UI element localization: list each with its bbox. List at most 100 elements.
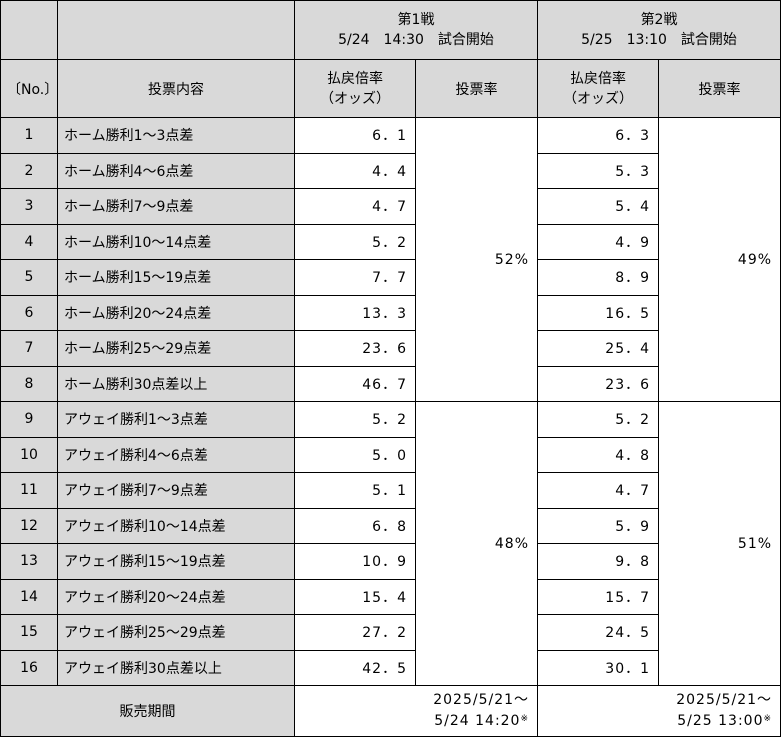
- row-content: アウェイ勝利7～9点差: [57, 472, 295, 509]
- sales-period-row: 販売期間 2025/5/21～ 5/24 14:20※ 2025/5/21～ 5/25 …: [0, 685, 781, 737]
- game2-sales-period: 2025/5/21～ 5/25 13:00※: [537, 685, 781, 737]
- row-number: 10: [0, 436, 58, 473]
- note-mark: ※: [520, 714, 530, 724]
- row-content: アウェイ勝利15～19点差: [57, 543, 295, 580]
- no-header: 〔No.〕: [0, 59, 58, 118]
- row-number: 4: [0, 223, 58, 260]
- game1-odds: 5．2: [294, 223, 416, 260]
- row-content: ホーム勝利30点差以上: [57, 365, 295, 402]
- game2-odds: 23．6: [537, 365, 660, 402]
- game1-odds: 13．3: [294, 294, 416, 331]
- row-number: 7: [0, 330, 58, 367]
- table-row: 2 ホーム勝利4～6点差 4．4 5．3: [0, 152, 781, 189]
- row-content: アウェイ勝利4～6点差: [57, 436, 295, 473]
- row-content: ホーム勝利15～19点差: [57, 259, 295, 296]
- game2-odds: 5．2: [537, 401, 660, 438]
- table-row: 6 ホーム勝利20～24点差 13．3 16．5: [0, 294, 781, 331]
- row-content: ホーム勝利20～24点差: [57, 294, 295, 331]
- odds-label-line2: （オッズ）: [563, 90, 634, 107]
- game2-odds: 15．7: [537, 578, 660, 615]
- game2-sales-end-text: 5/25 13:00: [677, 713, 764, 729]
- row-content: アウェイ勝利25～29点差: [57, 614, 295, 651]
- game1-odds: 10．9: [294, 543, 416, 580]
- table-row: 11 アウェイ勝利7～9点差 5．1 4．7: [0, 472, 781, 509]
- game1-odds: 23．6: [294, 330, 416, 367]
- game1-sales-start: 2025/5/21～: [433, 692, 530, 708]
- row-number: 13: [0, 543, 58, 580]
- table-row: 13 アウェイ勝利15～19点差 10．9 9．8: [0, 543, 781, 580]
- game1-odds: 7．7: [294, 259, 416, 296]
- row-content: アウェイ勝利10～14点差: [57, 507, 295, 544]
- table-row: 3 ホーム勝利7～9点差 4．7 5．4: [0, 188, 781, 225]
- odds-label-line1: 払戻倍率: [327, 70, 383, 87]
- game2-odds: 5．4: [537, 188, 660, 225]
- game1-odds: 4．4: [294, 152, 416, 189]
- game1-odds: 5．1: [294, 472, 416, 509]
- header-blank-no: [0, 0, 58, 60]
- game1-time: 5/24 14:30 試合開始: [338, 32, 494, 48]
- game2-vote-rate-home: 49%: [658, 117, 781, 402]
- game1-sales-period: 2025/5/21～ 5/24 14:20※: [293, 685, 539, 737]
- row-number: 11: [0, 472, 58, 509]
- odds-label-line1: 払戻倍率: [570, 70, 627, 87]
- game2-odds: 8．9: [537, 259, 660, 296]
- sales-period-label: 販売期間: [0, 685, 295, 737]
- row-number: 9: [0, 401, 58, 438]
- table-row: 7 ホーム勝利25～29点差 23．6 25．4: [0, 330, 781, 367]
- game1-vote-rate-away: 48%: [414, 401, 539, 686]
- game1-sales-end-text: 5/24 14:20: [434, 713, 521, 729]
- game2-odds: 6．3: [537, 117, 660, 154]
- row-number: 3: [0, 188, 58, 225]
- game2-odds: 16．5: [537, 294, 660, 331]
- game1-odds: 46．7: [294, 365, 416, 402]
- row-number: 14: [0, 578, 58, 615]
- game1-odds: 6．8: [294, 507, 416, 544]
- game2-sales-end: 5/25 13:00※: [544, 711, 772, 732]
- row-content: ホーム勝利25～29点差: [57, 330, 295, 367]
- header-row-columns: 〔No.〕 投票内容 払戻倍率 （オッズ） 投票率 払戻倍率 （オッズ） 投票率: [0, 59, 781, 118]
- game2-title: 第2戦: [640, 12, 678, 28]
- content-header: 投票内容: [57, 59, 295, 118]
- table-row: 8 ホーム勝利30点差以上 46．7 23．6: [0, 365, 781, 402]
- game2-odds: 4．9: [537, 223, 660, 260]
- game1-header: 第1戦 5/24 14:30 試合開始: [293, 0, 539, 60]
- row-number: 5: [0, 259, 58, 296]
- header-blank-content: [57, 0, 295, 60]
- game1-vote-rate-home: 52%: [414, 117, 539, 402]
- game2-odds: 9．8: [537, 543, 660, 580]
- row-content: ホーム勝利10～14点差: [57, 223, 295, 260]
- row-content: ホーム勝利1～3点差: [57, 117, 295, 154]
- game1-odds-header: 払戻倍率 （オッズ）: [294, 59, 416, 118]
- game2-odds: 24．5: [537, 614, 660, 651]
- game1-odds: 5．2: [294, 401, 416, 438]
- note-mark: ※: [763, 714, 773, 724]
- game1-odds: 15．4: [294, 578, 416, 615]
- game1-vote-rate-header: 投票率: [414, 59, 539, 118]
- game1-odds: 4．7: [294, 188, 416, 225]
- row-number: 1: [0, 117, 58, 154]
- table-row: 12 アウェイ勝利10～14点差 6．8 5．9: [0, 507, 781, 544]
- row-content: アウェイ勝利30点差以上: [57, 649, 295, 686]
- table-row: 1 ホーム勝利1～3点差 6．1 52% 6．3 49%: [0, 117, 781, 402]
- game2-odds: 25．4: [537, 330, 660, 367]
- row-number: 12: [0, 507, 58, 544]
- table-row: 9 アウェイ勝利1～3点差 5．2 48% 5．2 51%: [0, 401, 781, 686]
- game1-odds: 27．2: [294, 614, 416, 651]
- row-content: ホーム勝利7～9点差: [57, 188, 295, 225]
- game2-vote-rate-away: 51%: [658, 401, 781, 686]
- row-number: 8: [0, 365, 58, 402]
- row-number: 6: [0, 294, 58, 331]
- game2-odds-header: 払戻倍率 （オッズ）: [537, 59, 660, 118]
- game2-header: 第2戦 5/25 13:10 試合開始: [537, 0, 781, 60]
- game2-odds: 30．1: [537, 649, 660, 686]
- game1-odds: 5．0: [294, 436, 416, 473]
- row-content: アウェイ勝利1～3点差: [57, 401, 295, 438]
- game2-odds: 5．3: [537, 152, 660, 189]
- game1-title: 第1戦: [397, 12, 435, 28]
- game1-odds: 42．5: [294, 649, 416, 686]
- game2-vote-rate-header: 投票率: [658, 59, 781, 118]
- game2-odds: 4．7: [537, 472, 660, 509]
- row-number: 2: [0, 152, 58, 189]
- table-row: 5 ホーム勝利15～19点差 7．7 8．9: [0, 259, 781, 296]
